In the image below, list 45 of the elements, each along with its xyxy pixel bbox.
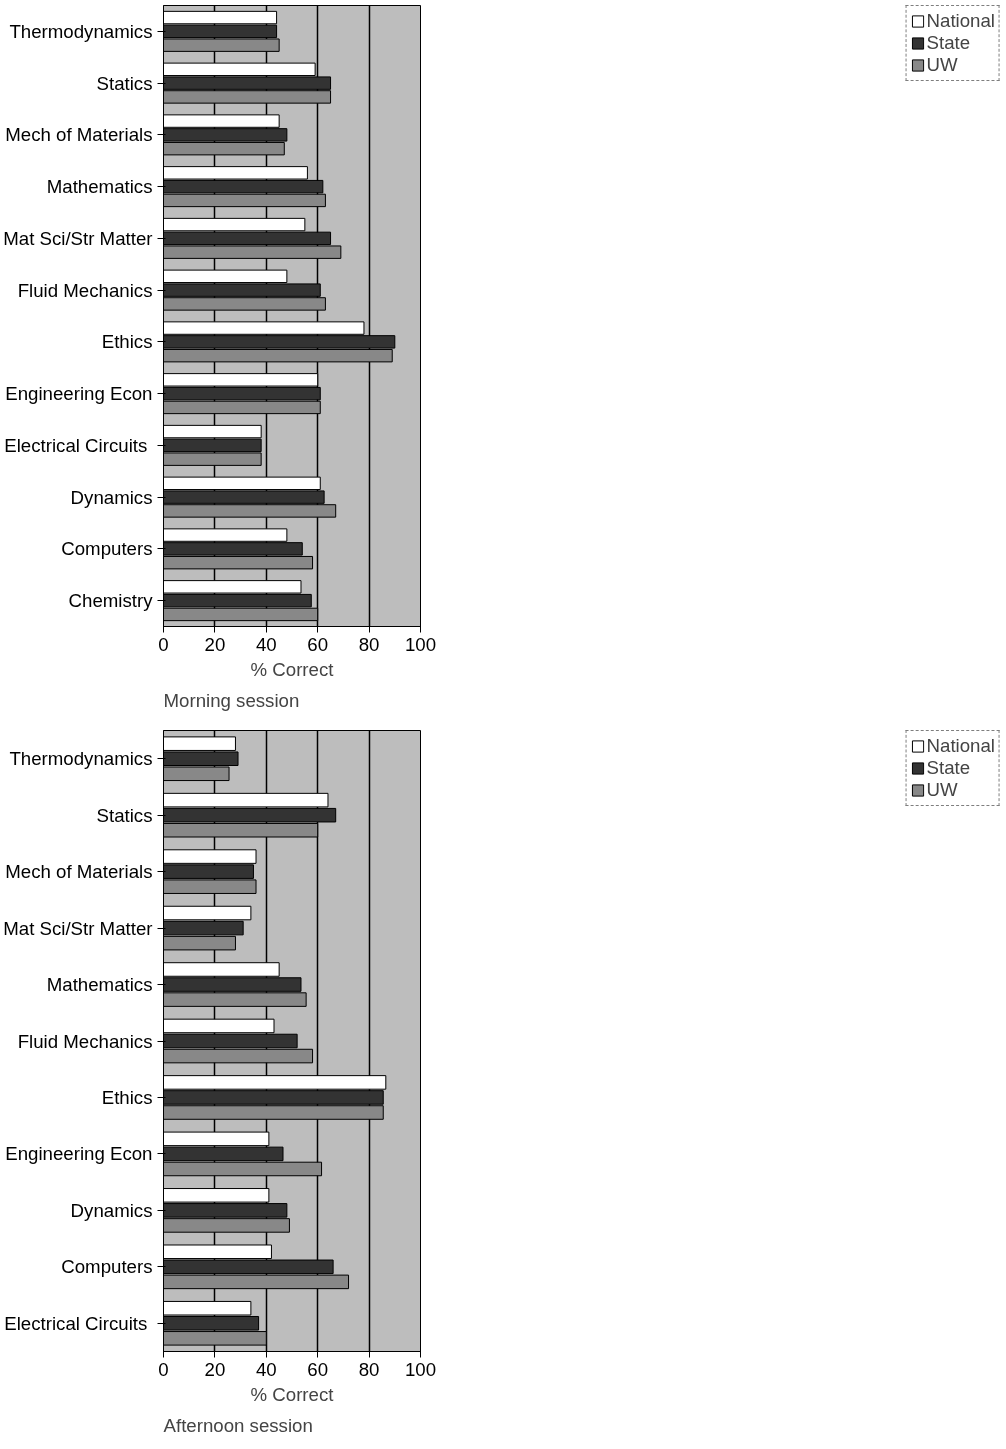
y-tick-label: Electrical Circuits — [4, 1312, 148, 1334]
y-tick-label: Statics — [96, 804, 153, 826]
x-tick-label: 60 — [307, 1358, 329, 1380]
y-tick-label: Mech of Materials — [5, 861, 153, 883]
y-tick-label: Mech of Materials — [5, 124, 153, 146]
y-tick-label: Computers — [61, 538, 153, 560]
x-tick-label: 40 — [255, 633, 277, 655]
y-tick-label: Mathematics — [46, 974, 153, 996]
x-tick-label: 100 — [404, 633, 437, 655]
y-tick-label: Mat Sci/Str Matter — [3, 917, 153, 939]
y-tick-label: Computers — [61, 1256, 153, 1278]
x-tick-label: 20 — [204, 1358, 226, 1380]
y-tick-label: Chemistry — [68, 590, 154, 612]
y-tick-label: Fluid Mechanics — [17, 1030, 153, 1052]
x-tick-label: 80 — [358, 633, 380, 655]
legend-label: National — [926, 10, 995, 32]
y-tick-label: Electrical Circuits — [4, 434, 148, 456]
y-tick-label: Engineering Econ — [5, 383, 153, 405]
x-tick-label: 60 — [307, 633, 329, 655]
text: Morning session — [163, 689, 300, 711]
x-tick-label: 20 — [204, 633, 226, 655]
legend-label: UW — [926, 54, 958, 76]
y-tick-label: Thermodynamics — [9, 748, 153, 770]
y-tick-label: Statics — [96, 72, 153, 94]
x-tick-label: 0 — [158, 633, 169, 655]
y-tick-label: Dynamics — [70, 1199, 153, 1221]
y-tick-label: Fluid Mechanics — [17, 279, 153, 301]
y-tick-label: Dynamics — [70, 486, 153, 508]
x-tick-label: 0 — [158, 1358, 169, 1380]
x-tick-label: 40 — [255, 1358, 277, 1380]
y-tick-label: Engineering Econ — [5, 1143, 153, 1165]
y-tick-label: Mat Sci/Str Matter — [3, 227, 153, 249]
y-tick-label: Mathematics — [46, 176, 153, 198]
x-tick-label: 80 — [358, 1358, 380, 1380]
legend-label: State — [926, 32, 971, 54]
y-tick-label: Ethics — [101, 1086, 153, 1108]
x-axis-title: % Correct — [250, 658, 335, 680]
text: Afternoon session — [163, 1414, 313, 1436]
legend-label: State — [926, 757, 971, 779]
y-tick-label: Ethics — [101, 331, 153, 353]
x-tick-label: 100 — [404, 1358, 437, 1380]
y-tick-label: Thermodynamics — [9, 20, 153, 42]
x-axis-title: % Correct — [250, 1383, 335, 1405]
legend-label: UW — [926, 779, 958, 801]
legend-label: National — [926, 735, 995, 757]
